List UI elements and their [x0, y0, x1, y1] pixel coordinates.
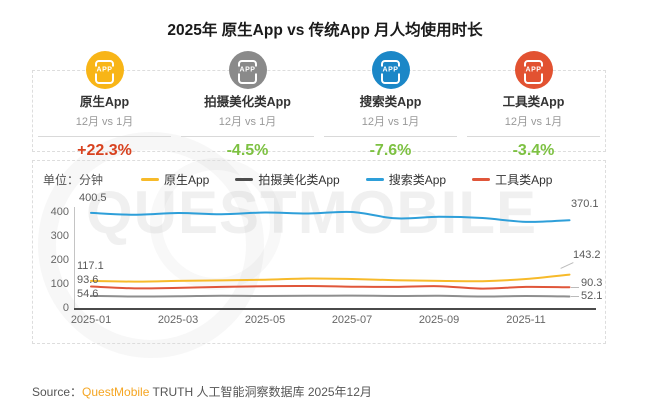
card-native-app: APP 原生App 12月 vs 1月 +22.3%	[33, 51, 176, 159]
legend-item-tool-app: 工具类App	[472, 171, 552, 188]
legend-line-swatch	[141, 178, 159, 181]
x-tick: 2025-03	[157, 314, 199, 326]
card-search-app: APP 搜索类App 12月 vs 1月 -7.6%	[319, 51, 462, 159]
card-app-name: 搜索类App	[359, 95, 422, 109]
card-photo-beauty-app: APP 拍摄美化类App 12月 vs 1月 -4.5%	[176, 51, 319, 159]
label-leader	[571, 287, 579, 288]
y-tick-200: 200	[50, 254, 69, 266]
legend-label: 工具类App	[495, 173, 553, 187]
data-label-photo-end: 52.1	[581, 290, 603, 302]
legend-line-swatch	[365, 178, 384, 181]
data-label-native-start: 117.1	[77, 260, 104, 272]
card-app-name: 原生App	[79, 95, 130, 109]
card-divider	[324, 136, 457, 137]
app-icon-label: APP	[523, 66, 544, 74]
card-divider	[467, 136, 600, 137]
chart-title: 2025年 原生App vs 传统App 月人均使用时长	[167, 22, 483, 39]
card-divider	[181, 136, 314, 137]
x-tick: 2025-09	[418, 314, 460, 326]
card-period: 12月 vs 1月	[361, 116, 420, 128]
series-line-工具类App	[90, 284, 571, 290]
card-change-value: -7.6%	[369, 142, 412, 159]
card-change-value: +22.3%	[77, 142, 132, 159]
card-app-name: 拍摄美化类App	[204, 95, 291, 109]
card-period: 12月 vs 1月	[75, 116, 134, 128]
data-label-photo-start: 54.6	[77, 288, 99, 300]
legend-item-native-app: 原生App	[141, 171, 209, 188]
series-line-拍摄美化类App	[90, 294, 571, 298]
source-brand: QuestMobile	[82, 385, 150, 399]
legend-label: 原生App	[164, 173, 210, 187]
series-line-原生App	[90, 273, 571, 283]
card-period: 12月 vs 1月	[504, 116, 563, 128]
app-icon-label: APP	[380, 66, 401, 74]
source-rest: TRUTH 人工智能洞察数据库 2025年12月	[149, 385, 372, 399]
app-icon: APP	[228, 51, 267, 89]
source-line: Source：QuestMobile TRUTH 人工智能洞察数据库 2025年…	[32, 383, 372, 400]
label-leader	[571, 296, 579, 297]
app-icon-label: APP	[237, 66, 258, 74]
legend-label: 拍摄美化类App	[258, 173, 340, 187]
card-change-value: -3.4%	[512, 142, 555, 159]
y-tick-300: 300	[50, 230, 69, 242]
card-change-value: -4.5%	[226, 142, 269, 159]
x-tick: 2025-05	[244, 314, 286, 326]
x-tick: 2025-01	[70, 314, 112, 326]
app-icon: APP	[85, 51, 124, 89]
card-tool-app: APP 工具类App 12月 vs 1月 -3.4%	[462, 51, 605, 159]
unit-label: 单位：分钟	[43, 173, 104, 187]
y-tick-0: 0	[62, 302, 69, 314]
plot-svg	[74, 207, 596, 310]
y-tick-400: 400	[50, 206, 69, 218]
card-app-name: 工具类App	[502, 95, 565, 109]
summary-cards-panel: APP 原生App 12月 vs 1月 +22.3% APP 拍摄美化类App …	[32, 51, 606, 159]
line-chart-panel: 单位：分钟 原生App 拍摄美化类App 搜索类App 工具类App 400 3…	[32, 160, 606, 344]
legend-item-search-app: 搜索类App	[365, 171, 447, 188]
data-label-search-start: 400.5	[79, 192, 107, 204]
y-tick-100: 100	[50, 278, 69, 290]
data-label-native-end: 143.2	[573, 249, 601, 261]
legend-label: 搜索类App	[388, 173, 447, 187]
app-icon: APP	[371, 51, 410, 89]
legend-item-photo-beauty-app: 拍摄美化类App	[235, 171, 340, 188]
x-tick: 2025-07	[331, 314, 373, 326]
data-label-tool-end: 90.3	[581, 277, 603, 289]
card-period: 12月 vs 1月	[218, 116, 277, 128]
card-divider	[38, 136, 171, 137]
data-label-search-end: 370.1	[571, 198, 599, 210]
legend-line-swatch	[235, 178, 254, 181]
app-icon: APP	[514, 51, 553, 89]
data-label-tool-start: 93.6	[77, 274, 99, 286]
legend-line-swatch	[472, 178, 491, 181]
series-line-搜索类App	[90, 210, 571, 223]
source-prefix: Source：	[32, 385, 83, 399]
chart-legend: 原生App 拍摄美化类App 搜索类App 工具类App	[141, 171, 578, 188]
app-icon-label: APP	[94, 66, 115, 74]
x-tick: 2025-11	[506, 314, 546, 326]
